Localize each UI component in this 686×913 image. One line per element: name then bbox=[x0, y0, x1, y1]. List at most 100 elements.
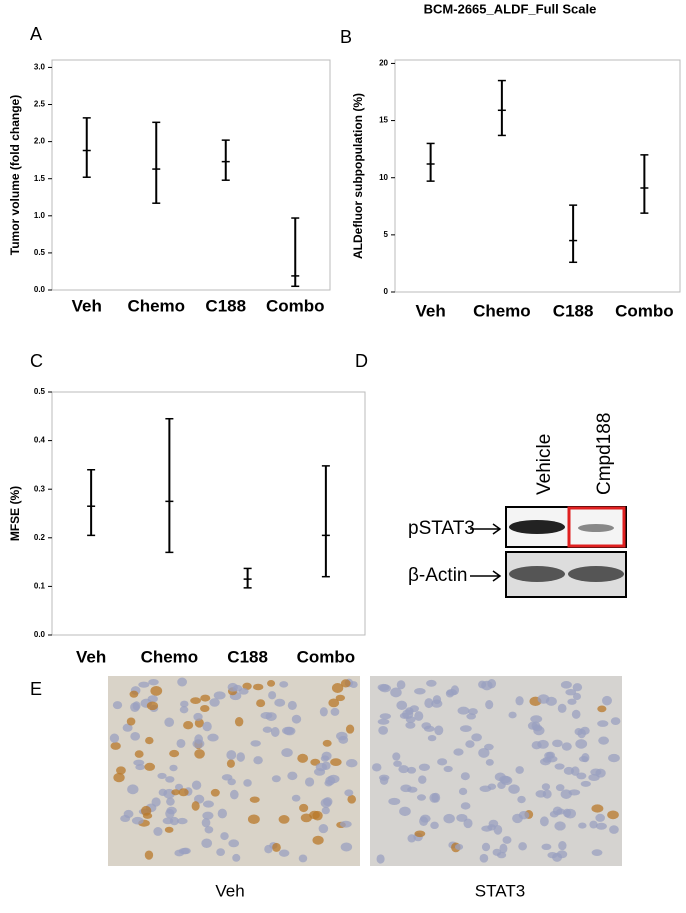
nucleus bbox=[379, 684, 391, 693]
nucleus bbox=[144, 762, 156, 771]
nucleus bbox=[371, 763, 382, 772]
nucleus bbox=[558, 841, 567, 851]
nucleus bbox=[460, 802, 471, 810]
nucleus bbox=[454, 843, 464, 851]
y-tick-label: 0.2 bbox=[34, 533, 46, 542]
nucleus bbox=[515, 696, 524, 706]
x-tick-label: Combo bbox=[266, 296, 325, 315]
nucleus bbox=[478, 680, 487, 689]
x-tick-label: Veh bbox=[416, 301, 446, 320]
nucleus bbox=[146, 701, 159, 711]
nucleus bbox=[578, 822, 587, 829]
nucleus bbox=[393, 760, 402, 767]
nucleus bbox=[345, 724, 355, 734]
nucleus bbox=[591, 804, 604, 813]
y-tick-label: 0.0 bbox=[34, 630, 46, 639]
nucleus bbox=[192, 739, 205, 749]
y-tick-label: 15 bbox=[379, 116, 388, 125]
nucleus bbox=[485, 758, 494, 766]
nucleus bbox=[253, 756, 263, 765]
nucleus bbox=[318, 824, 329, 834]
nucleus bbox=[178, 788, 189, 797]
nucleus bbox=[157, 772, 167, 779]
y-tick-label: 0.5 bbox=[34, 387, 46, 396]
nucleus bbox=[541, 843, 552, 851]
nucleus bbox=[177, 677, 188, 687]
nucleus bbox=[575, 739, 588, 749]
plot-frame bbox=[394, 59, 681, 293]
nucleus bbox=[282, 726, 294, 735]
nucleus bbox=[539, 816, 549, 827]
nucleus bbox=[578, 755, 589, 763]
nucleus bbox=[465, 740, 475, 748]
nucleus bbox=[430, 821, 439, 830]
nucleus bbox=[552, 852, 563, 862]
nucleus bbox=[165, 776, 175, 783]
nucleus bbox=[400, 784, 412, 793]
nucleus bbox=[418, 763, 430, 771]
nucleus bbox=[174, 849, 185, 857]
nucleus bbox=[328, 698, 340, 708]
panel-label: B bbox=[340, 27, 352, 47]
nucleus bbox=[485, 700, 494, 710]
chart-title: BCM-2665_ALDF_Full Scale bbox=[424, 1, 597, 16]
nucleus bbox=[531, 721, 541, 731]
nucleus bbox=[153, 827, 163, 836]
nucleus bbox=[580, 780, 591, 787]
nucleus bbox=[234, 717, 244, 727]
nucleus bbox=[414, 711, 424, 721]
y-tick-label: 0.3 bbox=[34, 484, 46, 493]
nucleus bbox=[330, 707, 340, 716]
y-tick-label: 0.4 bbox=[34, 436, 46, 445]
nucleus bbox=[207, 733, 219, 742]
nucleus bbox=[347, 794, 357, 804]
nucleus bbox=[252, 683, 264, 691]
nucleus bbox=[416, 794, 426, 801]
x-tick-label: Chemo bbox=[141, 647, 199, 666]
nucleus bbox=[320, 755, 330, 762]
nucleus bbox=[169, 764, 178, 772]
nucleus bbox=[164, 717, 175, 727]
nucleus bbox=[213, 691, 226, 700]
nucleus bbox=[609, 825, 619, 834]
nucleus bbox=[484, 743, 494, 751]
nucleus bbox=[202, 721, 212, 732]
nucleus bbox=[409, 705, 419, 713]
panel-label: E bbox=[30, 679, 42, 699]
nucleus bbox=[494, 772, 506, 782]
nucleus bbox=[340, 842, 353, 852]
nucleus bbox=[418, 775, 427, 784]
nucleus bbox=[209, 698, 220, 707]
nucleus bbox=[557, 703, 567, 713]
nucleus bbox=[325, 776, 336, 786]
panel-label: C bbox=[30, 351, 43, 371]
nucleus bbox=[127, 784, 139, 795]
nucleus bbox=[221, 774, 233, 781]
x-tick-label: Chemo bbox=[127, 296, 185, 315]
band bbox=[578, 524, 614, 532]
nucleus bbox=[228, 839, 240, 848]
y-tick-label: 1.0 bbox=[34, 211, 46, 220]
nucleus bbox=[424, 698, 434, 709]
nucleus bbox=[158, 788, 168, 797]
nucleus bbox=[238, 688, 249, 695]
nucleus bbox=[169, 749, 180, 758]
nucleus bbox=[499, 843, 508, 854]
nucleus bbox=[589, 820, 598, 829]
nucleus bbox=[202, 811, 214, 820]
nucleus bbox=[176, 738, 186, 748]
nucleus bbox=[493, 824, 503, 835]
nucleus bbox=[226, 759, 235, 768]
nucleus bbox=[345, 759, 358, 768]
y-axis-label: MFSE (%) bbox=[8, 486, 22, 541]
nucleus bbox=[164, 826, 174, 833]
nucleus bbox=[590, 768, 602, 776]
nucleus bbox=[379, 713, 392, 720]
nucleus bbox=[591, 849, 603, 857]
nucleus bbox=[226, 750, 237, 760]
nucleus bbox=[247, 814, 260, 825]
band bbox=[509, 520, 565, 534]
nucleus bbox=[396, 680, 406, 690]
nucleus bbox=[576, 772, 587, 780]
